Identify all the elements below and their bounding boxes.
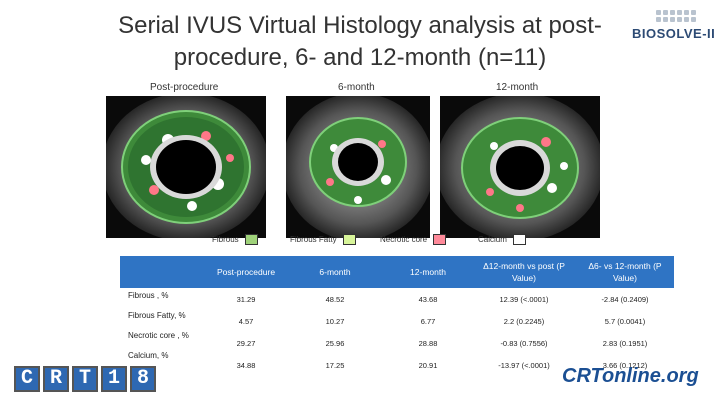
table-cell: -0.83 (0.7556) [500,338,548,348]
table-cell: 2.83 (0.1951) [602,338,648,348]
crtonline-logo[interactable]: CRTonline.org [562,365,699,387]
crt-letter: C [14,366,40,392]
crt-letter: 1 [101,366,127,392]
table-cell: 28.88 [418,338,438,348]
table-cell: 5.7 (0.0041) [604,316,646,326]
row-label-fibrous-fatty: Fibrous Fatty, % [128,311,186,320]
table-cell: -13.97 (<.0001) [498,360,550,370]
row-label-calcium: Calcium, % [128,351,169,360]
col-delta-12-vs-post: Δ12-month vs post (P Value) [472,256,576,288]
legend-calcium: Calcium [478,234,526,245]
col-post-procedure: Post-procedure [206,256,286,288]
brand-name: BIOSOLVE-II [632,26,716,41]
table-cell: 4.57 [238,316,254,326]
vh-table: Post-procedure 6-month 12-month Δ12-mont… [120,256,674,376]
table-row: 31.29 48.52 43.68 12.39 (<.0001) -2.84 (… [120,288,674,310]
crt-letter: T [72,366,98,392]
row-label-fibrous: Fibrous , % [128,291,169,300]
table-cell: 17.25 [325,360,345,370]
crt18-logo: C R T 1 8 [14,366,156,392]
row-label-necrotic-core: Necrotic core , % [128,331,189,340]
legend-label: Fibrous [212,235,239,244]
table-cell: 10.27 [325,316,345,326]
legend-label: Fibrous Fatty [290,235,337,244]
table-cell: 6.77 [420,316,436,326]
ivus-image-12-month [440,96,600,238]
table-cell: 34.88 [236,360,256,370]
legend-necrotic-core: Necrotic core [380,234,447,245]
table-cell: 12.39 (<.0001) [499,294,549,304]
table-row: 29.27 25.96 28.88 -0.83 (0.7556) 2.83 (0… [120,332,674,354]
table-cell: 2.2 (0.2245) [503,316,545,326]
swatch-icon [342,234,356,245]
table-header-row: Post-procedure 6-month 12-month Δ12-mont… [120,256,674,288]
label-12-month: 12-month [496,82,539,93]
ivus-image-post-procedure [106,96,266,238]
col-12-month: 12-month [384,256,472,288]
label-6-month: 6-month [338,82,375,93]
swatch-icon [512,234,526,245]
col-delta-6-vs-12: Δ6- vs 12-month (P Value) [576,256,674,288]
table-row: 4.57 10.27 6.77 2.2 (0.2245) 5.7 (0.0041… [120,310,674,332]
label-post-procedure: Post-procedure [150,82,219,93]
ivus-image-6-month [286,96,430,238]
table-cell: 20.91 [418,360,438,370]
biosolve-logo: BIOSOLVE-II [632,10,716,41]
table-cell: 25.96 [325,338,345,348]
swatch-icon [244,234,258,245]
table-row: 34.88 17.25 20.91 -13.97 (<.0001) 3.66 (… [120,354,674,376]
table-cell: 29.27 [236,338,256,348]
crt-letter: 8 [130,366,156,392]
legend-fibrous: Fibrous [212,234,258,245]
legend-label: Necrotic core [380,235,428,244]
table-cell: 48.52 [325,294,345,304]
table-cell: 3.66 (0.1212) [602,360,648,370]
crt-letter: R [43,366,69,392]
table-cell: 31.29 [236,294,256,304]
legend-fibrous-fatty: Fibrous Fatty [290,234,356,245]
legend-label: Calcium [478,235,507,244]
swatch-icon [433,234,447,245]
dot-grid-icon [656,10,716,22]
table-header-spacer [120,256,206,288]
table-cell: 43.68 [418,294,438,304]
col-6-month: 6-month [286,256,384,288]
table-cell: -2.84 (0.2409) [601,294,649,304]
slide-title: Serial IVUS Virtual Histology analysis a… [118,12,602,71]
row-labels: Fibrous , % Fibrous Fatty, % Necrotic co… [128,289,189,369]
